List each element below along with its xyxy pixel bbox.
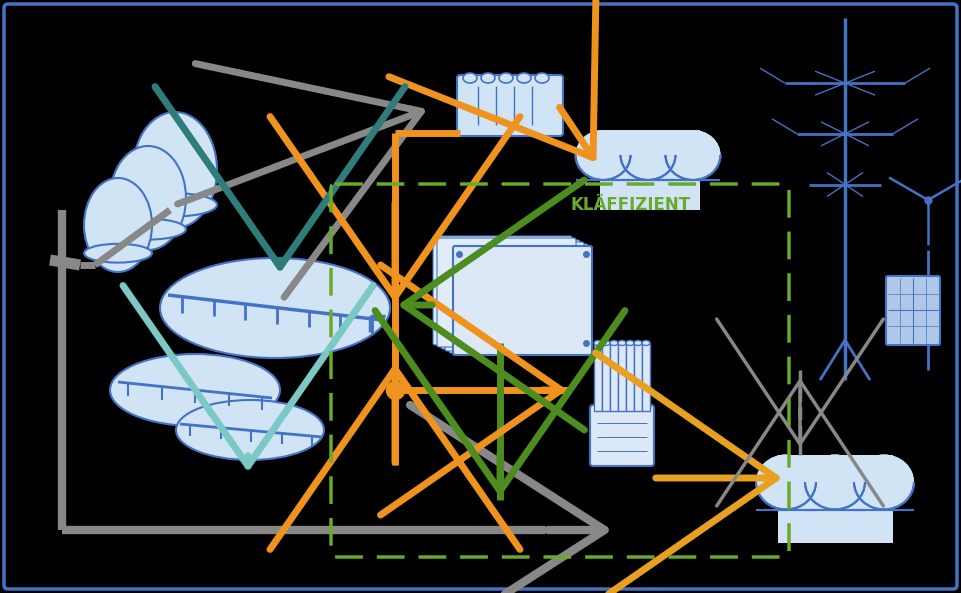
FancyBboxPatch shape — [449, 244, 588, 353]
Bar — [618, 343, 626, 411]
FancyBboxPatch shape — [437, 238, 576, 347]
Ellipse shape — [84, 178, 152, 272]
Ellipse shape — [160, 258, 390, 358]
Ellipse shape — [621, 130, 676, 180]
FancyBboxPatch shape — [457, 75, 563, 136]
Ellipse shape — [463, 73, 477, 83]
Bar — [634, 343, 642, 411]
Ellipse shape — [576, 130, 630, 180]
Ellipse shape — [805, 454, 865, 509]
FancyBboxPatch shape — [590, 405, 654, 466]
Ellipse shape — [618, 340, 626, 346]
Ellipse shape — [535, 73, 549, 83]
Bar — [610, 343, 618, 411]
Ellipse shape — [110, 219, 186, 240]
Ellipse shape — [576, 130, 630, 180]
Ellipse shape — [756, 454, 816, 509]
Ellipse shape — [133, 112, 217, 228]
Text: KLÄFFIZIENT: KLÄFFIZIENT — [570, 196, 690, 214]
FancyBboxPatch shape — [433, 236, 572, 345]
Ellipse shape — [666, 130, 721, 180]
FancyBboxPatch shape — [453, 246, 592, 355]
Bar — [778, 455, 893, 543]
Ellipse shape — [517, 73, 531, 83]
Ellipse shape — [610, 340, 618, 346]
Ellipse shape — [481, 73, 495, 83]
Ellipse shape — [642, 340, 650, 346]
Ellipse shape — [634, 340, 642, 346]
Ellipse shape — [594, 340, 602, 346]
Bar — [602, 343, 610, 411]
Bar — [642, 343, 650, 411]
Ellipse shape — [176, 400, 324, 460]
Ellipse shape — [84, 244, 152, 263]
Ellipse shape — [110, 146, 186, 250]
FancyBboxPatch shape — [445, 242, 584, 351]
Ellipse shape — [602, 340, 610, 346]
Ellipse shape — [621, 130, 676, 180]
Ellipse shape — [499, 73, 513, 83]
Ellipse shape — [110, 354, 280, 426]
Ellipse shape — [666, 130, 721, 180]
FancyBboxPatch shape — [441, 240, 580, 349]
FancyBboxPatch shape — [886, 276, 940, 345]
Ellipse shape — [805, 454, 865, 509]
Ellipse shape — [756, 454, 816, 509]
Bar — [594, 343, 602, 411]
FancyBboxPatch shape — [453, 246, 592, 355]
Ellipse shape — [854, 454, 914, 509]
Ellipse shape — [133, 193, 217, 216]
Ellipse shape — [626, 340, 634, 346]
Ellipse shape — [854, 454, 914, 509]
Bar — [600, 130, 700, 210]
Bar — [626, 343, 634, 411]
